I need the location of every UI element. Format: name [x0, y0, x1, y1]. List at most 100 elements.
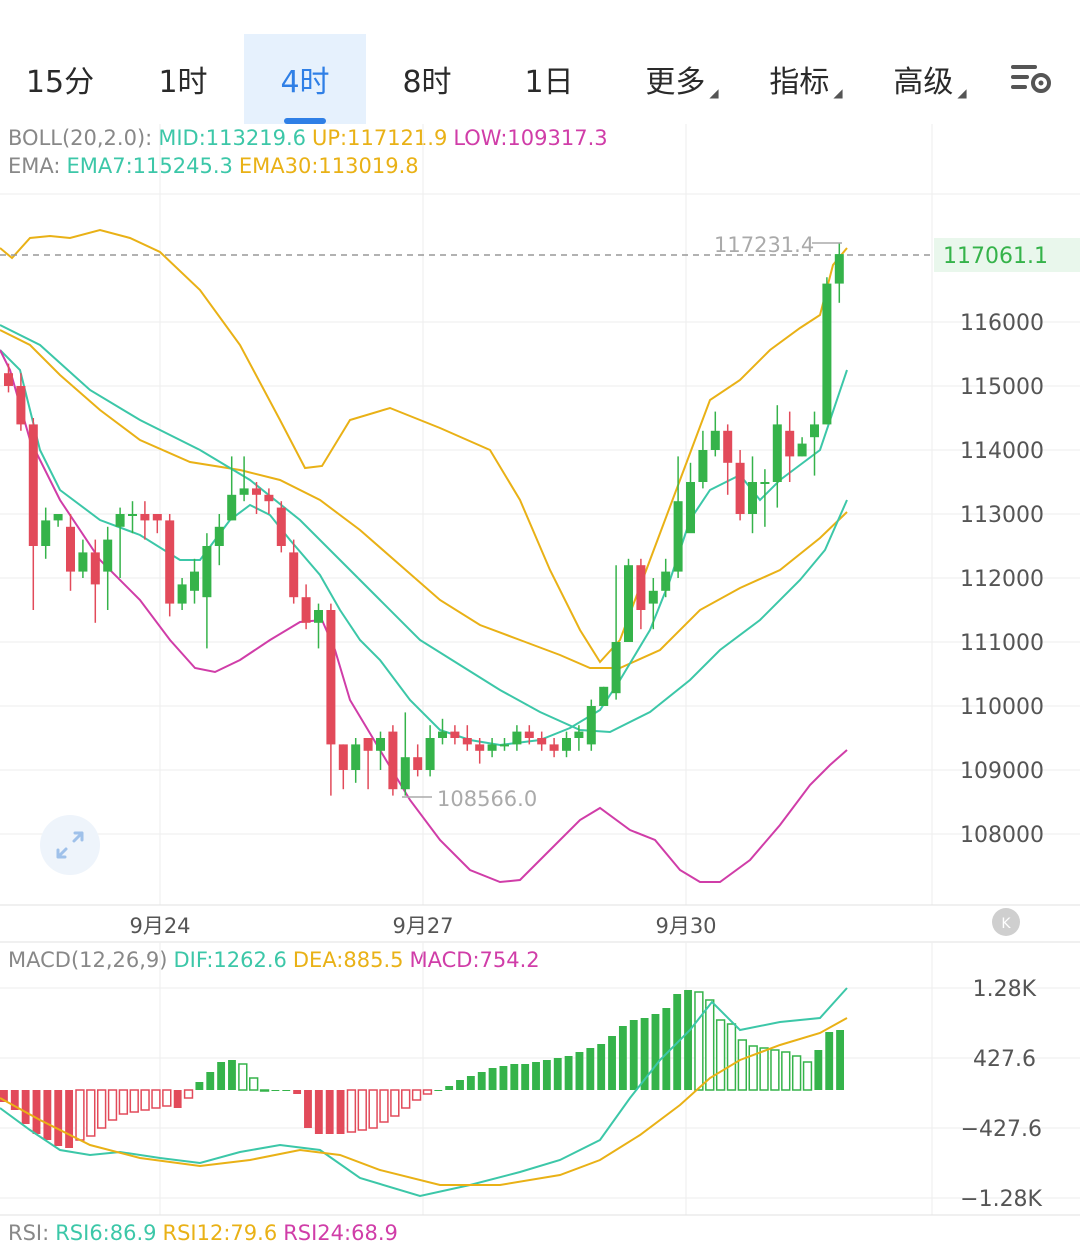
candle-body	[549, 744, 559, 751]
tab-label: 1时	[158, 65, 208, 100]
macd-dea-value: DEA:885.5	[292, 948, 404, 972]
candle-body	[202, 546, 212, 598]
candle-body	[772, 424, 782, 482]
macd-axis-label: −427.6	[961, 1117, 1042, 1142]
macd-bar	[75, 1089, 85, 1141]
rsi12-value: RSI12:79.6	[162, 1221, 278, 1245]
rsi-legend-prefix: RSI:	[8, 1221, 50, 1245]
candle-body	[66, 526, 75, 572]
macd-bar	[597, 1044, 606, 1090]
chart-settings-button[interactable]	[996, 34, 1066, 124]
macd-axis-label: −1.28K	[960, 1187, 1042, 1212]
macd-bar	[21, 1090, 30, 1124]
current-price-label: 117061.1	[943, 244, 1048, 269]
macd-bar	[206, 1072, 215, 1090]
candle-body	[586, 706, 596, 745]
macd-value: MACD:754.2	[409, 948, 540, 972]
candle-body	[400, 757, 410, 790]
macd-bar	[282, 1090, 291, 1091]
macd-bar	[32, 1090, 41, 1134]
low-marker-label: 108566.0	[437, 787, 537, 811]
macd-bar	[357, 1089, 367, 1131]
candle-body	[376, 738, 385, 751]
candle-body	[562, 738, 571, 751]
candle-body	[388, 731, 398, 790]
tab-15min[interactable]: 15分	[0, 34, 120, 124]
candle-body	[611, 642, 621, 694]
macd-dea-line	[0, 1017, 848, 1186]
macd-axis: 1.28K 427.6 −427.6 −1.28K	[960, 977, 1042, 1212]
macd-bar	[477, 1072, 486, 1090]
macd-bar	[532, 1062, 540, 1090]
macd-bar	[293, 1090, 302, 1094]
boll-mid-value: MID:113219.6	[158, 126, 306, 150]
macd-bar	[608, 1036, 616, 1090]
candle-body	[450, 731, 460, 738]
candle-body	[810, 424, 819, 438]
macd-bar	[249, 1077, 259, 1091]
macd-bar	[238, 1063, 248, 1091]
candle-body	[648, 590, 658, 604]
macd-bar	[694, 991, 704, 1091]
price-axis-label: 116000	[960, 311, 1044, 336]
price-axis-label: 115000	[960, 375, 1044, 400]
fullscreen-button[interactable]	[40, 815, 100, 875]
macd-bar	[86, 1089, 96, 1137]
candle-body	[524, 731, 534, 738]
status-strip	[0, 0, 1080, 6]
macd-bar	[651, 1014, 660, 1090]
candle-body	[661, 571, 671, 591]
tab-4hour[interactable]: 4时	[244, 34, 366, 124]
macd-bar	[217, 1062, 226, 1090]
ema-slow-line	[0, 324, 848, 734]
candle-body	[537, 738, 547, 745]
tab-label: 15分	[25, 65, 95, 100]
macd-bar	[737, 1039, 748, 1091]
dropdown-triangle-icon: ◢	[833, 86, 843, 100]
candle-body	[301, 597, 311, 623]
tab-advanced-dropdown[interactable]: 高级 ◢	[868, 34, 992, 124]
macd-bar	[781, 1051, 791, 1091]
candle-body	[500, 744, 509, 747]
macd-bar	[564, 1056, 573, 1090]
tab-1hour[interactable]: 1时	[122, 34, 244, 124]
tab-8hour[interactable]: 8时	[366, 34, 488, 124]
candle-body	[574, 731, 584, 738]
candle-body	[103, 539, 113, 572]
date-axis: 9月24 9月27 9月30	[129, 914, 716, 938]
candle-body	[90, 552, 100, 585]
macd-legend: MACD(12,26,9) DIF:1262.6 DEA:885.5 MACD:754…	[8, 948, 546, 972]
macd-bar	[54, 1090, 63, 1146]
scroll-to-latest-button[interactable]: K	[992, 908, 1020, 936]
expand-icon	[56, 831, 84, 859]
candle-body	[4, 373, 13, 386]
candle-body	[599, 686, 609, 706]
boll-legend: BOLL(20,2.0): MID:113219.6 UP:117121.9 LOW:…	[8, 126, 614, 150]
candle-body	[698, 450, 708, 482]
boll-mid-line	[0, 329, 848, 669]
rsi-legend: RSI: RSI6:86.9 RSI12:79.6 RSI24:68.9	[8, 1221, 404, 1245]
tab-more-dropdown[interactable]: 更多 ◢	[620, 34, 744, 124]
macd-bar	[336, 1090, 345, 1134]
ema-legend: EMA: EMA7:115245.3 EMA30:113019.8	[8, 154, 425, 178]
macd-bar	[10, 1090, 19, 1110]
tab-label: 更多	[645, 65, 706, 100]
macd-histogram	[0, 990, 844, 1148]
tab-1day[interactable]: 1日	[488, 34, 610, 124]
candle-body	[214, 526, 224, 546]
macd-bar	[401, 1089, 411, 1109]
macd-bar	[346, 1089, 357, 1133]
macd-bar	[791, 1055, 802, 1091]
candle-body	[177, 584, 187, 604]
macd-bar	[748, 1045, 758, 1091]
tab-indicators-dropdown[interactable]: 指标 ◢	[744, 34, 868, 124]
macd-bar	[802, 1061, 813, 1091]
macd-bar	[390, 1089, 400, 1117]
current-price-badge	[934, 238, 1080, 272]
macd-bar	[304, 1090, 312, 1128]
rsi24-value: RSI24:68.9	[283, 1221, 398, 1245]
macd-bar	[0, 1090, 8, 1102]
ema30-value: EMA30:113019.8	[238, 154, 419, 178]
candle-body	[723, 430, 733, 463]
